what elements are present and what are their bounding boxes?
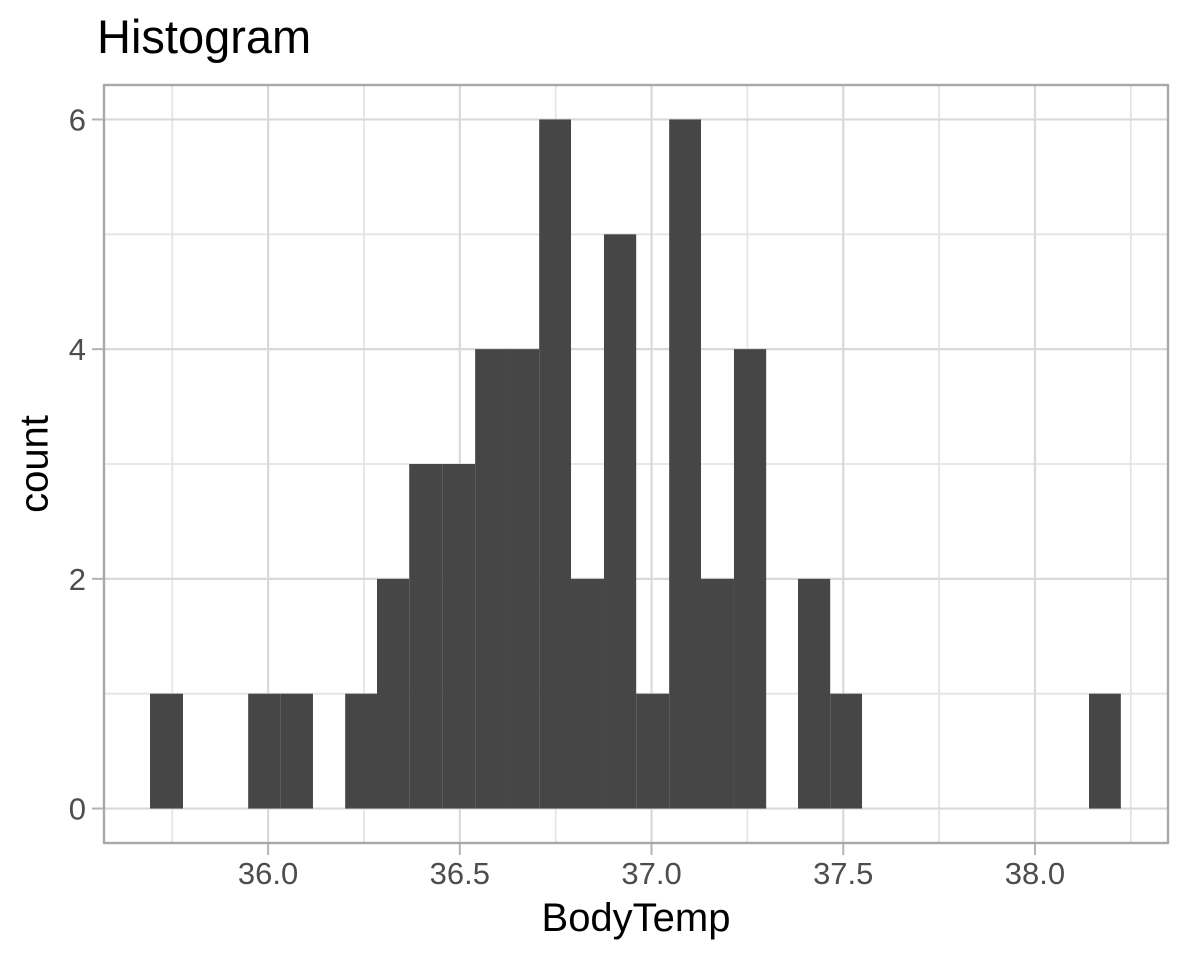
histogram-bar — [700, 578, 734, 809]
x-tick-label: 36.0 — [238, 856, 298, 891]
histogram-bar — [150, 693, 183, 809]
histogram-bar — [539, 119, 572, 809]
histogram-bar — [409, 464, 443, 809]
x-tick-label: 36.5 — [430, 856, 490, 891]
panel-border — [102, 83, 1170, 845]
x-tick-label: 37.0 — [621, 856, 681, 891]
histogram-bar — [733, 349, 767, 809]
histogram-bar — [636, 693, 670, 809]
y-tick-label: 4 — [69, 332, 86, 367]
histogram-bar — [797, 578, 831, 809]
histogram-bar — [376, 578, 410, 809]
y-tick-label: 0 — [69, 792, 86, 827]
histogram-bar — [830, 693, 863, 809]
histogram-bar — [442, 464, 476, 809]
x-tick-label: 38.0 — [1005, 856, 1065, 891]
histogram-bar — [1089, 693, 1121, 809]
histogram-bar — [345, 693, 377, 809]
x-axis-title: BodyTemp — [541, 896, 731, 940]
histogram-bar — [669, 119, 701, 809]
histogram-bar — [506, 349, 540, 809]
x-tick-label: 37.5 — [813, 856, 873, 891]
histogram-bar — [571, 578, 604, 809]
histogram-bar — [603, 234, 637, 809]
histogram-bar — [248, 693, 281, 809]
histogram-bar — [280, 693, 313, 809]
histogram-bar — [475, 349, 507, 809]
y-tick-label: 6 — [69, 102, 86, 137]
y-tick-label: 2 — [69, 562, 86, 597]
plot-title: Histogram — [97, 10, 312, 63]
